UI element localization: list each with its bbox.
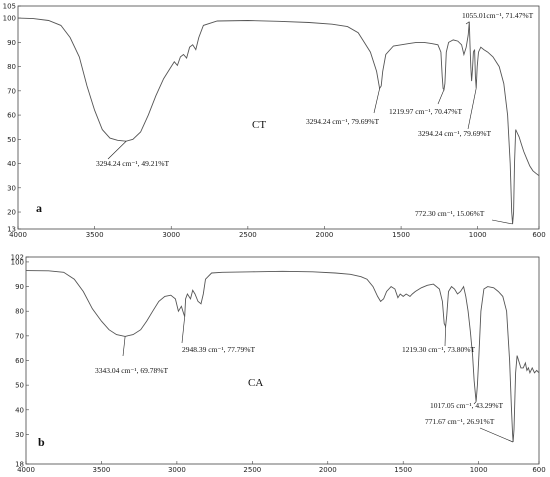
y-tick-label: 50 xyxy=(7,136,16,144)
panel-b-annotations: 3343.04 cm⁻¹, 69.78%T 2948.39 cm⁻¹, 77.79… xyxy=(95,316,514,443)
peak-annotation: 1055.01cm⁻¹, 71.47%T xyxy=(462,11,534,20)
peak-annotation: 772.30 cm⁻¹, 15.06%T xyxy=(415,209,485,218)
panel-a-y-ticks: 105 100 90 80 70 60 50 40 30 20 13 xyxy=(3,3,21,234)
x-tick-label: 3000 xyxy=(162,231,180,239)
peak-annotation: 2948.39 cm⁻¹, 77.79%T xyxy=(182,345,255,354)
annotation-leader xyxy=(373,88,380,114)
annotation-leader xyxy=(465,21,470,25)
panel-b-x-ticks: 4000 3500 3000 2500 2000 1500 1000 600 xyxy=(17,461,546,474)
x-tick-label: 3500 xyxy=(93,466,111,474)
annotation-leader xyxy=(107,141,127,160)
annotation-leader xyxy=(437,89,445,105)
peak-annotation: 3294.24 cm⁻¹, 79.69%T xyxy=(418,129,491,138)
panel-b-spectrum-line xyxy=(25,270,540,443)
y-tick-label: 80 xyxy=(7,63,16,71)
y-tick-label: 30 xyxy=(7,184,16,192)
peak-annotation: 3343.04 cm⁻¹, 69.78%T xyxy=(95,366,168,375)
annotation-leader xyxy=(473,401,477,405)
y-tick-label: 18 xyxy=(15,461,24,469)
x-tick-label: 1500 xyxy=(394,466,412,474)
y-tick-label: 100 xyxy=(11,258,24,266)
annotation-leader xyxy=(122,336,126,357)
x-tick-label: 600 xyxy=(532,466,545,474)
y-tick-label: 20 xyxy=(7,209,16,217)
x-tick-label: 3500 xyxy=(86,231,104,239)
panel-b-label: b xyxy=(38,435,45,449)
panel-a-x-ticks: 4000 3500 3000 2500 2000 1500 1000 600 xyxy=(9,226,546,239)
y-tick-label: 40 xyxy=(15,406,24,414)
panel-a-frame xyxy=(17,5,540,230)
y-tick-label: 13 xyxy=(7,226,16,234)
x-tick-label: 4000 xyxy=(9,231,27,239)
x-tick-label: 2500 xyxy=(243,466,261,474)
x-tick-label: 2000 xyxy=(319,466,337,474)
y-tick-label: 102 xyxy=(11,254,24,262)
peak-annotation: 1017.05 cm⁻¹, 43.29%T xyxy=(430,401,503,410)
x-tick-label: 600 xyxy=(532,231,545,239)
annotation-leader xyxy=(181,316,185,344)
y-tick-label: 40 xyxy=(7,160,16,168)
annotation-leader xyxy=(467,88,477,130)
x-tick-label: 2000 xyxy=(316,231,334,239)
annotation-leader xyxy=(491,219,513,225)
y-tick-label: 80 xyxy=(15,308,24,316)
annotation-leader xyxy=(479,427,514,443)
x-tick-label: 2500 xyxy=(239,231,257,239)
x-tick-label: 1000 xyxy=(470,466,488,474)
peak-annotation: 3294.24 cm⁻¹, 79.69%T xyxy=(306,117,379,126)
y-tick-label: 100 xyxy=(3,15,16,23)
y-tick-label: 70 xyxy=(7,87,16,95)
panel-b-sample-label: CA xyxy=(248,377,263,389)
y-tick-label: 50 xyxy=(15,382,24,390)
x-tick-label: 1500 xyxy=(392,231,410,239)
y-tick-label: 90 xyxy=(15,283,24,291)
annotation-leader xyxy=(444,326,446,347)
x-tick-label: 4000 xyxy=(17,466,35,474)
panel-a-sample-label: CT xyxy=(252,119,266,131)
x-tick-label: 3000 xyxy=(168,466,186,474)
y-tick-label: 105 xyxy=(3,3,16,11)
panel-a-annotations: 3294.24 cm⁻¹, 49.21%T 3294.24 cm⁻¹, 79.69… xyxy=(96,11,534,225)
peak-annotation: 3294.24 cm⁻¹, 49.21%T xyxy=(96,159,169,168)
panel-b-frame xyxy=(25,256,540,465)
y-tick-label: 30 xyxy=(15,431,24,439)
y-tick-label: 60 xyxy=(7,112,16,120)
panel-a-label: a xyxy=(36,201,42,215)
y-tick-label: 60 xyxy=(15,357,24,365)
panel-a-spectrum-line xyxy=(17,17,540,225)
y-tick-label: 70 xyxy=(15,332,24,340)
x-tick-label: 1000 xyxy=(469,231,487,239)
peak-annotation: 1219.97 cm⁻¹, 70.47%T xyxy=(389,107,462,116)
panel-a: 105 100 90 80 70 60 50 40 30 20 13 4000 3500 3000 250… xyxy=(3,3,546,240)
peak-annotation: 771.67 cm⁻¹, 26.91%T xyxy=(425,417,495,426)
y-tick-label: 90 xyxy=(7,39,16,47)
peak-annotation: 1219.30 cm⁻¹, 73.80%T xyxy=(402,345,475,354)
